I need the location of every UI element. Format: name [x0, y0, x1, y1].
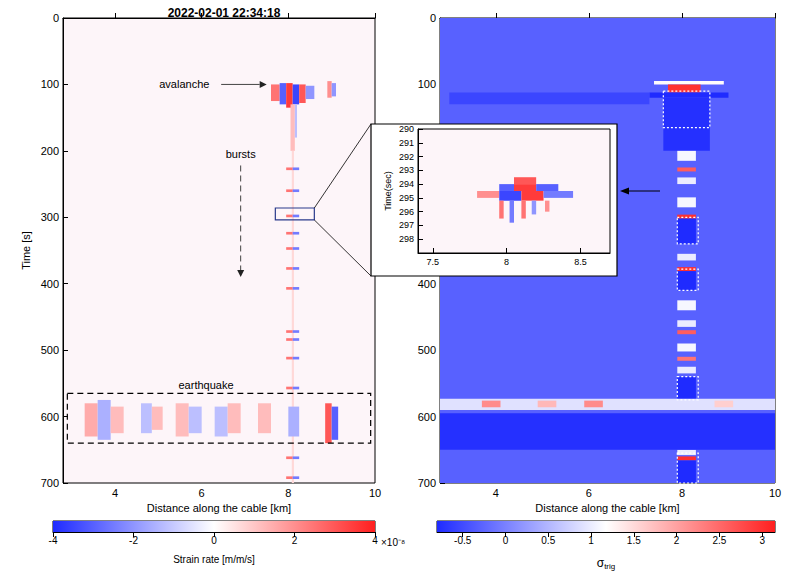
svg-text:6: 6: [199, 487, 205, 499]
svg-text:293: 293: [399, 165, 414, 175]
svg-text:300: 300: [41, 211, 59, 223]
svg-text:2: 2: [674, 535, 680, 546]
svg-text:8.5: 8.5: [574, 257, 587, 267]
svg-text:-4: -4: [49, 535, 58, 546]
svg-text:500: 500: [418, 344, 436, 356]
svg-text:400: 400: [418, 278, 436, 290]
svg-text:0: 0: [503, 535, 509, 546]
svg-text:0.5: 0.5: [541, 535, 555, 546]
svg-text:Distance along the cable [km]: Distance along the cable [km]: [535, 502, 679, 514]
svg-text:2.5: 2.5: [712, 535, 726, 546]
svg-text:600: 600: [41, 411, 59, 423]
svg-text:8: 8: [679, 487, 685, 499]
svg-text:291: 291: [399, 138, 414, 148]
svg-text:4: 4: [372, 535, 378, 546]
svg-text:10: 10: [769, 487, 781, 499]
svg-text:10: 10: [369, 487, 381, 499]
svg-text:Strain rate [m/m/s]: Strain rate [m/m/s]: [173, 554, 255, 565]
svg-text:7.5: 7.5: [427, 257, 440, 267]
svg-text:100: 100: [41, 78, 59, 90]
svg-text:100: 100: [418, 78, 436, 90]
svg-text:-0.5: -0.5: [454, 535, 472, 546]
svg-text:700: 700: [41, 477, 59, 489]
svg-text:0: 0: [53, 12, 59, 24]
svg-text:2022-02-01 22:34:18: 2022-02-01 22:34:18: [168, 6, 281, 20]
svg-text:296: 296: [399, 207, 414, 217]
svg-text:290: 290: [399, 124, 414, 134]
svg-text:6: 6: [586, 487, 592, 499]
svg-text:295: 295: [399, 193, 414, 203]
svg-text:200: 200: [41, 145, 59, 157]
svg-text:trig: trig: [604, 562, 615, 571]
svg-text:2: 2: [292, 535, 298, 546]
svg-text:earthquake: earthquake: [178, 379, 233, 391]
svg-text:0: 0: [430, 12, 436, 24]
svg-text:4: 4: [112, 487, 118, 499]
svg-text:8: 8: [504, 257, 509, 267]
svg-text:400: 400: [41, 278, 59, 290]
svg-text:4: 4: [493, 487, 499, 499]
svg-text:500: 500: [41, 344, 59, 356]
svg-text:-2: -2: [129, 535, 138, 546]
svg-text:700: 700: [418, 477, 436, 489]
svg-text:294: 294: [399, 179, 414, 189]
svg-text:600: 600: [418, 411, 436, 423]
svg-text:298: 298: [399, 234, 414, 244]
svg-text:8: 8: [285, 487, 291, 499]
svg-text:×10⁻⁸: ×10⁻⁸: [381, 537, 405, 548]
svg-text:3: 3: [759, 535, 765, 546]
svg-text:0: 0: [211, 535, 217, 546]
svg-text:1: 1: [588, 535, 594, 546]
svg-text:292: 292: [399, 152, 414, 162]
svg-text:avalanche: avalanche: [159, 78, 209, 90]
svg-text:bursts: bursts: [226, 148, 256, 160]
svg-text:Distance along the cable [km]: Distance along the cable [km]: [147, 502, 291, 514]
svg-text:297: 297: [399, 220, 414, 230]
svg-text:Time(sec): Time(sec): [383, 171, 393, 211]
svg-text:σ: σ: [596, 556, 605, 570]
svg-text:Time [s]: Time [s]: [20, 231, 32, 270]
svg-text:1.5: 1.5: [627, 535, 641, 546]
